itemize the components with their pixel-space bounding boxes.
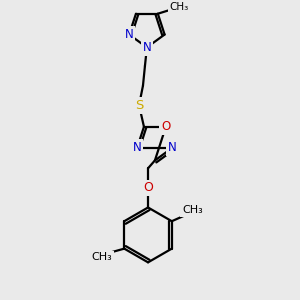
Text: CH₃: CH₃ xyxy=(170,2,189,12)
Text: N: N xyxy=(133,141,142,154)
Text: N: N xyxy=(168,141,177,154)
Text: CH₃: CH₃ xyxy=(92,253,112,262)
Text: O: O xyxy=(161,120,170,133)
Text: O: O xyxy=(143,182,153,194)
Text: N: N xyxy=(142,41,151,54)
Text: CH₃: CH₃ xyxy=(182,206,203,215)
Text: S: S xyxy=(135,99,143,112)
Text: N: N xyxy=(125,28,134,41)
